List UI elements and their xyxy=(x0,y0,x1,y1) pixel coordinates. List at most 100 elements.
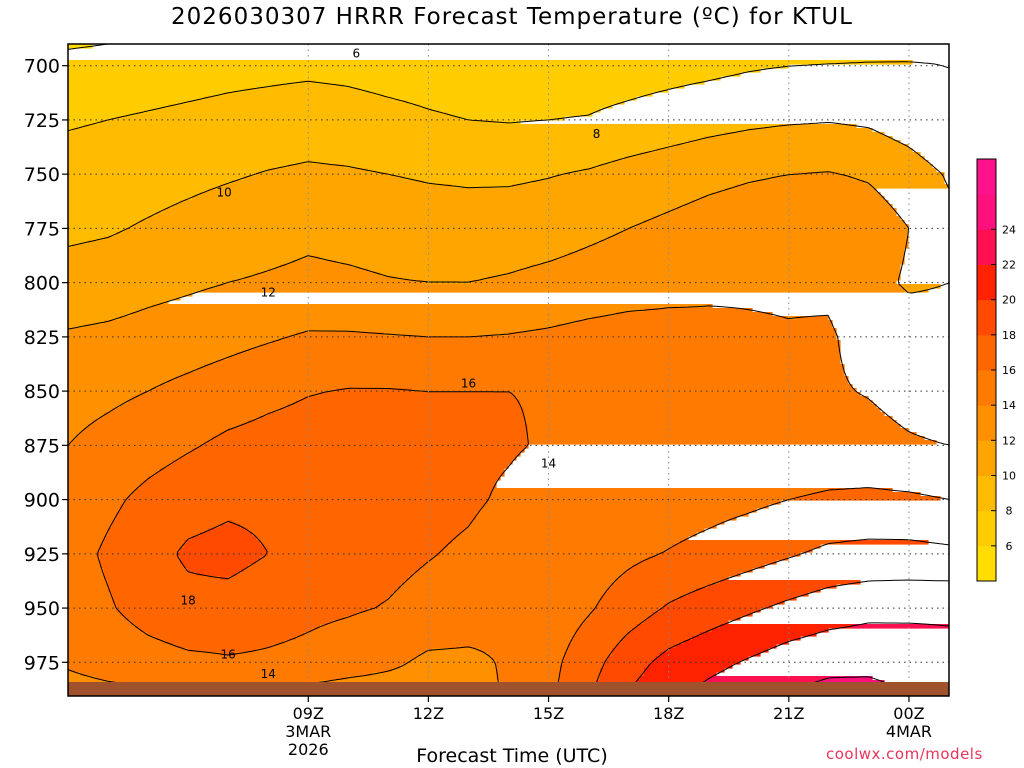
field-cell xyxy=(68,228,125,233)
field-cell xyxy=(460,532,697,537)
field-cell xyxy=(248,528,465,533)
field-cell xyxy=(68,448,193,453)
field-cell xyxy=(68,608,117,613)
field-cell xyxy=(68,484,141,489)
field-cell xyxy=(556,324,833,329)
contour-labels: 6 8 10 12 16 14 18 16 14 xyxy=(180,47,600,681)
field-cell xyxy=(640,560,777,565)
field-cell xyxy=(452,540,681,545)
field-cell xyxy=(204,96,393,101)
field-cell xyxy=(68,264,281,269)
field-cell xyxy=(104,412,269,417)
field-cell xyxy=(100,548,181,553)
field-cell xyxy=(692,636,801,641)
field-cell xyxy=(624,636,693,641)
field-cell xyxy=(432,556,649,561)
field-cell xyxy=(68,620,133,625)
field-cell xyxy=(492,492,813,497)
field-cell xyxy=(68,100,189,105)
field-cell xyxy=(612,584,709,589)
contour-label: 16 xyxy=(221,648,236,662)
field-cell xyxy=(608,588,697,593)
field-cell xyxy=(588,616,649,621)
field-cell xyxy=(268,548,445,553)
field-cell xyxy=(348,676,497,681)
field-cell xyxy=(420,104,613,109)
field-cell xyxy=(344,84,685,89)
field-cell xyxy=(188,648,257,653)
field-cell xyxy=(228,356,841,361)
field-cell xyxy=(68,348,249,353)
field-cell xyxy=(68,504,121,509)
field-cell xyxy=(104,236,609,241)
field-cell xyxy=(624,228,909,233)
field-cell xyxy=(640,676,709,681)
field-cell xyxy=(136,112,449,117)
field-cell xyxy=(196,368,845,373)
colorbar-label: 10 xyxy=(1002,470,1016,483)
field-cell xyxy=(68,668,393,673)
field-cell xyxy=(88,240,601,245)
field-cell xyxy=(904,288,929,293)
field-cell xyxy=(220,652,237,657)
field-cell xyxy=(228,428,529,433)
field-cell xyxy=(68,176,245,181)
field-cell xyxy=(524,408,881,413)
field-cell xyxy=(184,544,265,549)
colorbar-label: 6 xyxy=(1006,540,1013,553)
field-cell xyxy=(160,468,505,473)
field-cell xyxy=(68,652,221,657)
field-cell xyxy=(708,676,829,681)
field-cell xyxy=(68,156,625,161)
y-tick-label: 825 xyxy=(24,327,60,349)
field-cell xyxy=(424,564,633,569)
field-cell xyxy=(212,436,529,441)
contour-line xyxy=(68,61,949,132)
field-cell xyxy=(68,528,109,533)
field-cell xyxy=(312,628,577,633)
field-cell xyxy=(840,540,929,545)
field-cell xyxy=(396,276,489,281)
field-cell xyxy=(68,116,117,121)
field-cell xyxy=(644,220,905,225)
field-cell xyxy=(392,592,605,597)
field-cell xyxy=(68,516,117,521)
field-cell xyxy=(640,152,921,157)
field-cell xyxy=(116,608,369,613)
field-cell xyxy=(704,136,893,141)
field-cell xyxy=(68,240,89,245)
field-cell xyxy=(116,232,617,237)
field-cell xyxy=(156,472,505,477)
field-cell xyxy=(560,664,605,669)
field-cell xyxy=(412,388,857,393)
field-cell xyxy=(136,488,493,493)
field-cell xyxy=(600,596,681,601)
field-cell xyxy=(320,624,581,629)
field-cell xyxy=(460,116,565,121)
field-cell xyxy=(68,512,117,517)
field-cell xyxy=(248,348,841,353)
field-cell xyxy=(120,404,289,409)
field-cell xyxy=(68,236,105,241)
field-cell xyxy=(400,664,497,669)
field-cell xyxy=(488,500,781,505)
field-cell xyxy=(608,236,909,241)
field-cell xyxy=(288,164,345,169)
field-cell xyxy=(672,144,909,149)
field-cell xyxy=(108,532,201,537)
field-cell xyxy=(264,544,449,549)
field-cell xyxy=(564,172,793,177)
field-cell xyxy=(180,456,517,461)
field-cell xyxy=(508,272,901,277)
field-cell xyxy=(240,424,529,429)
field-cell xyxy=(68,108,153,113)
field-cell xyxy=(384,332,509,337)
colorbar-segment xyxy=(977,405,996,441)
field-cell xyxy=(536,328,837,333)
field-cell xyxy=(576,632,629,637)
contour-line xyxy=(176,520,949,684)
field-cell xyxy=(68,476,149,481)
field-cell xyxy=(68,632,149,637)
field-cell xyxy=(68,200,181,205)
field-cell xyxy=(616,312,773,317)
